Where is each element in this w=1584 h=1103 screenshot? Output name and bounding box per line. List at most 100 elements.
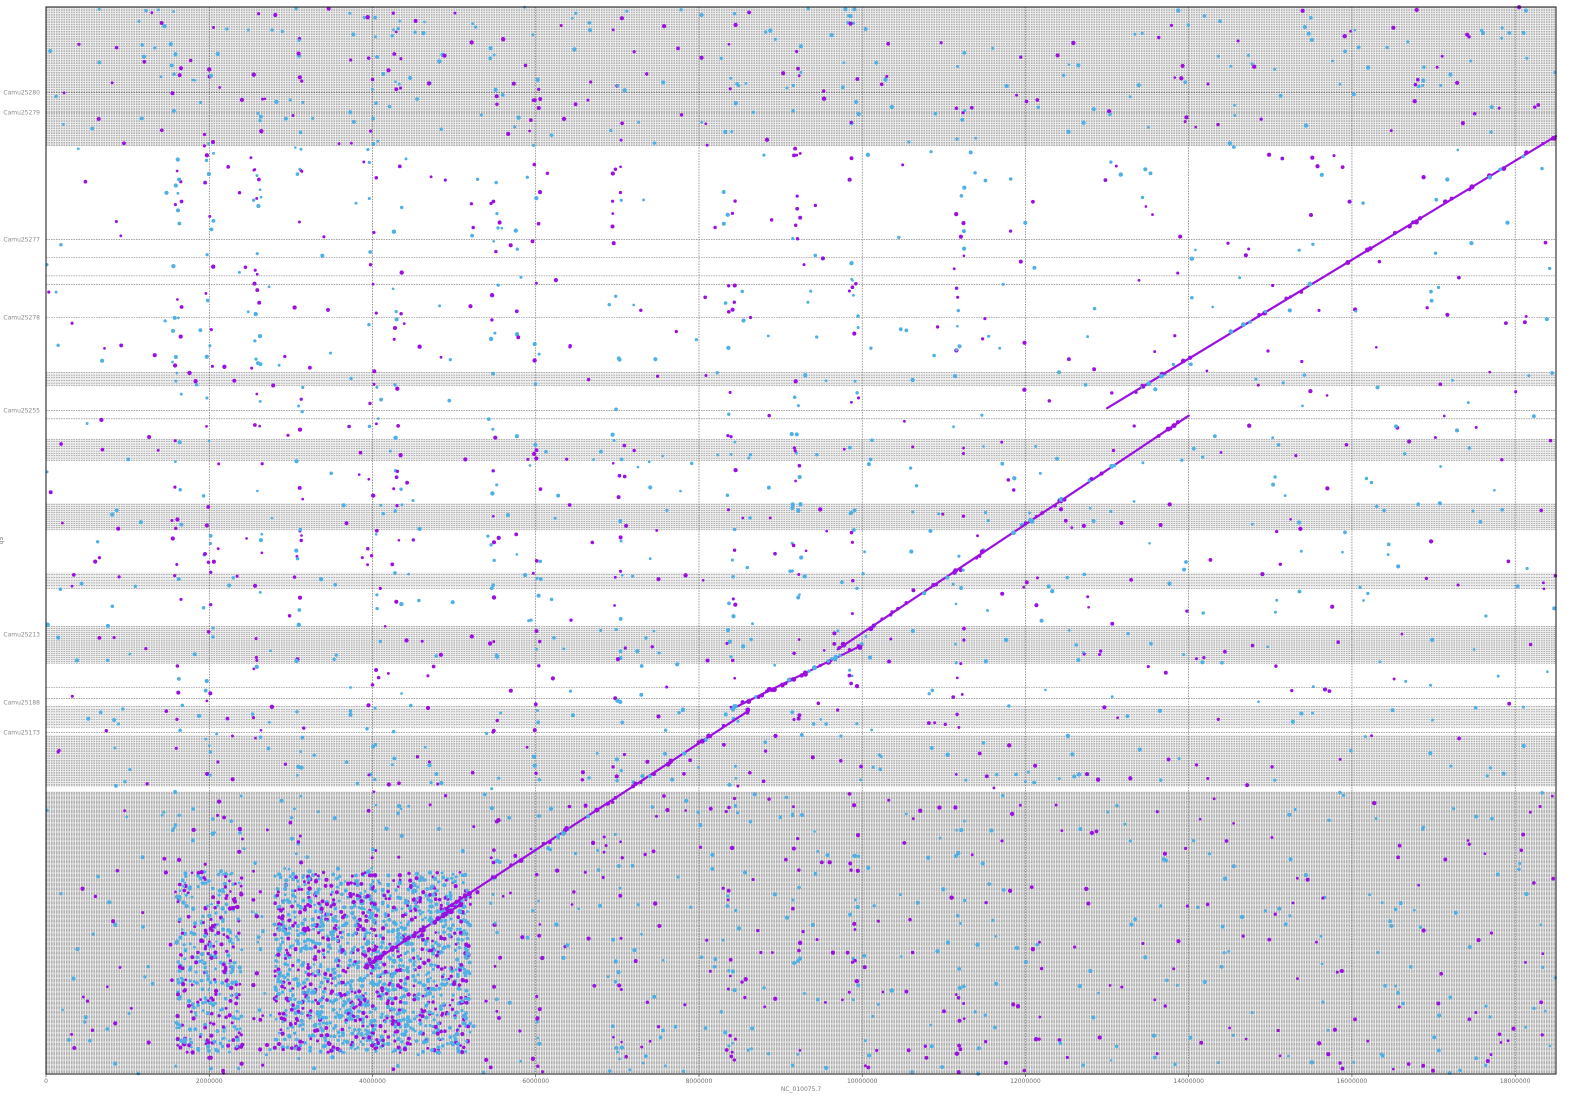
alignment-point [1034, 603, 1039, 608]
alignment-point [619, 768, 623, 773]
alignment-point [491, 469, 495, 473]
alignment-point [730, 658, 735, 663]
alignment-point [1456, 148, 1460, 152]
alignment-point [396, 1045, 401, 1050]
alignment-point [170, 978, 174, 982]
alignment-point [825, 529, 829, 533]
alignment-point [1244, 1037, 1248, 1041]
alignment-point [128, 767, 132, 772]
alignment-point [288, 944, 293, 949]
x-tick-label: 0 [44, 1078, 48, 1085]
alignment-point [372, 790, 376, 794]
alignment-point [489, 856, 493, 860]
alignment-point [372, 369, 377, 374]
alignment-point [1429, 637, 1435, 643]
alignment-point [464, 979, 469, 983]
alignment-point [330, 890, 334, 894]
alignment-point [708, 969, 712, 973]
alignment-point [360, 556, 364, 560]
alignment-point [792, 446, 797, 450]
alignment-point [401, 1017, 406, 1022]
alignment-point [986, 519, 990, 523]
alignment-point [230, 980, 235, 985]
alignment-point [237, 1031, 241, 1035]
alignment-point [256, 111, 260, 115]
alignment-point [726, 894, 730, 898]
alignment-point [1451, 806, 1456, 811]
alignment-point [306, 926, 310, 930]
alignment-point [181, 981, 186, 987]
alignment-point [350, 1031, 355, 1036]
alignment-point [314, 873, 318, 876]
alignment-point [396, 1036, 401, 1041]
alignment-point [852, 854, 856, 858]
alignment-point [144, 8, 148, 13]
alignment-point [176, 978, 180, 981]
alignment-point [556, 493, 561, 498]
alignment-point [1140, 195, 1145, 200]
alignment-point [447, 1025, 453, 1030]
alignment-point [1196, 905, 1200, 909]
alignment-point [732, 11, 737, 16]
alignment-point [387, 897, 391, 901]
alignment-point [257, 12, 261, 16]
alignment-point [791, 237, 795, 241]
alignment-point [163, 319, 167, 323]
alignment-point [183, 957, 187, 961]
alignment-point [336, 964, 340, 968]
alignment-point [358, 1002, 362, 1007]
alignment-point [487, 641, 493, 646]
alignment-point [364, 918, 369, 923]
alignment-point [1497, 1032, 1502, 1036]
alignment-point [614, 1045, 619, 1050]
alignment-point [296, 941, 301, 946]
alignment-point [1037, 1037, 1041, 1041]
alignment-point [429, 904, 434, 909]
alignment-point [1532, 414, 1536, 419]
alignment-point [413, 888, 418, 894]
alignment-point [1449, 196, 1454, 201]
alignment-point [853, 958, 857, 963]
alignment-point [384, 923, 389, 927]
alignment-point [237, 191, 242, 195]
alignment-point [390, 964, 394, 968]
alignment-point [346, 933, 351, 937]
alignment-point [141, 54, 147, 59]
alignment-point [1078, 826, 1083, 832]
alignment-point [549, 133, 554, 137]
alignment-point [1185, 609, 1189, 613]
alignment-point [386, 988, 391, 993]
alignment-point [223, 968, 228, 973]
alignment-point [867, 655, 873, 660]
alignment-point [1422, 65, 1426, 69]
alignment-point [177, 813, 181, 817]
alignment-point [283, 953, 287, 957]
alignment-point [862, 965, 867, 970]
alignment-point [399, 996, 404, 1000]
alignment-point [418, 912, 422, 916]
alignment-point [871, 1014, 875, 1018]
alignment-point [973, 1010, 977, 1014]
alignment-point [83, 179, 88, 184]
alignment-point [287, 967, 292, 972]
alignment-point [956, 324, 959, 328]
alignment-point [371, 959, 376, 964]
alignment-point [1343, 49, 1347, 54]
alignment-point [1128, 839, 1133, 843]
alignment-point [1088, 506, 1092, 510]
alignment-point [1035, 98, 1040, 102]
alignment-point [1321, 1000, 1325, 1004]
alignment-point [393, 921, 398, 927]
alignment-point [957, 985, 962, 991]
alignment-point [1015, 1004, 1021, 1009]
alignment-point [421, 910, 424, 914]
alignment-point [321, 928, 325, 932]
alignment-point [443, 918, 448, 923]
alignment-point [426, 986, 430, 990]
alignment-point [1514, 390, 1518, 394]
alignment-point [1014, 772, 1018, 777]
alignment-point [962, 626, 966, 631]
alignment-point [448, 1035, 453, 1040]
alignment-point [906, 1048, 911, 1053]
alignment-point [727, 601, 731, 606]
